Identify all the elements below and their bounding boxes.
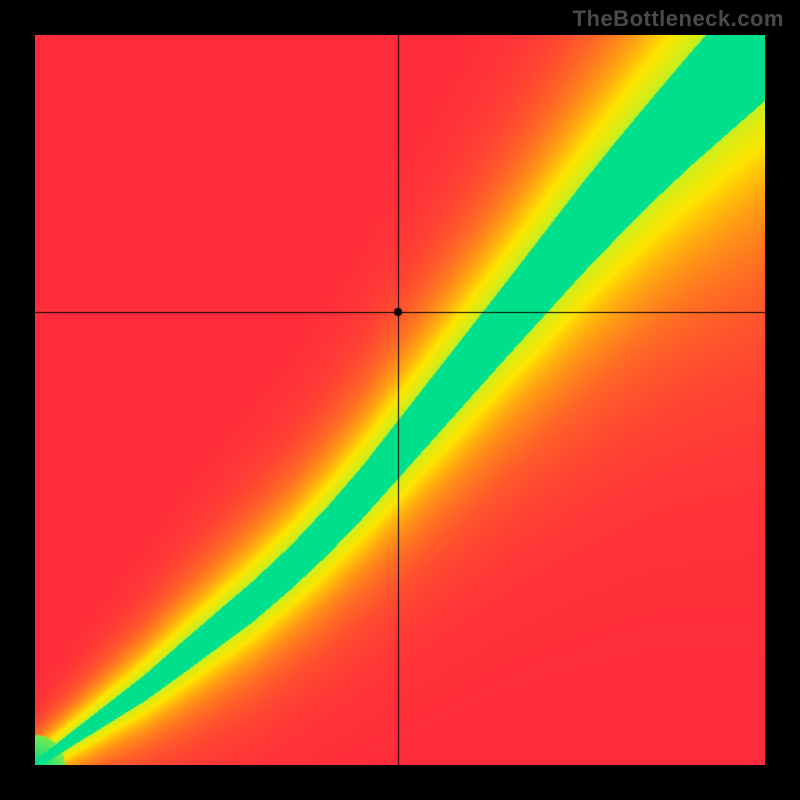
chart-container: TheBottleneck.com (0, 0, 800, 800)
watermark-text: TheBottleneck.com (573, 6, 784, 32)
bottleneck-heatmap (35, 35, 765, 765)
